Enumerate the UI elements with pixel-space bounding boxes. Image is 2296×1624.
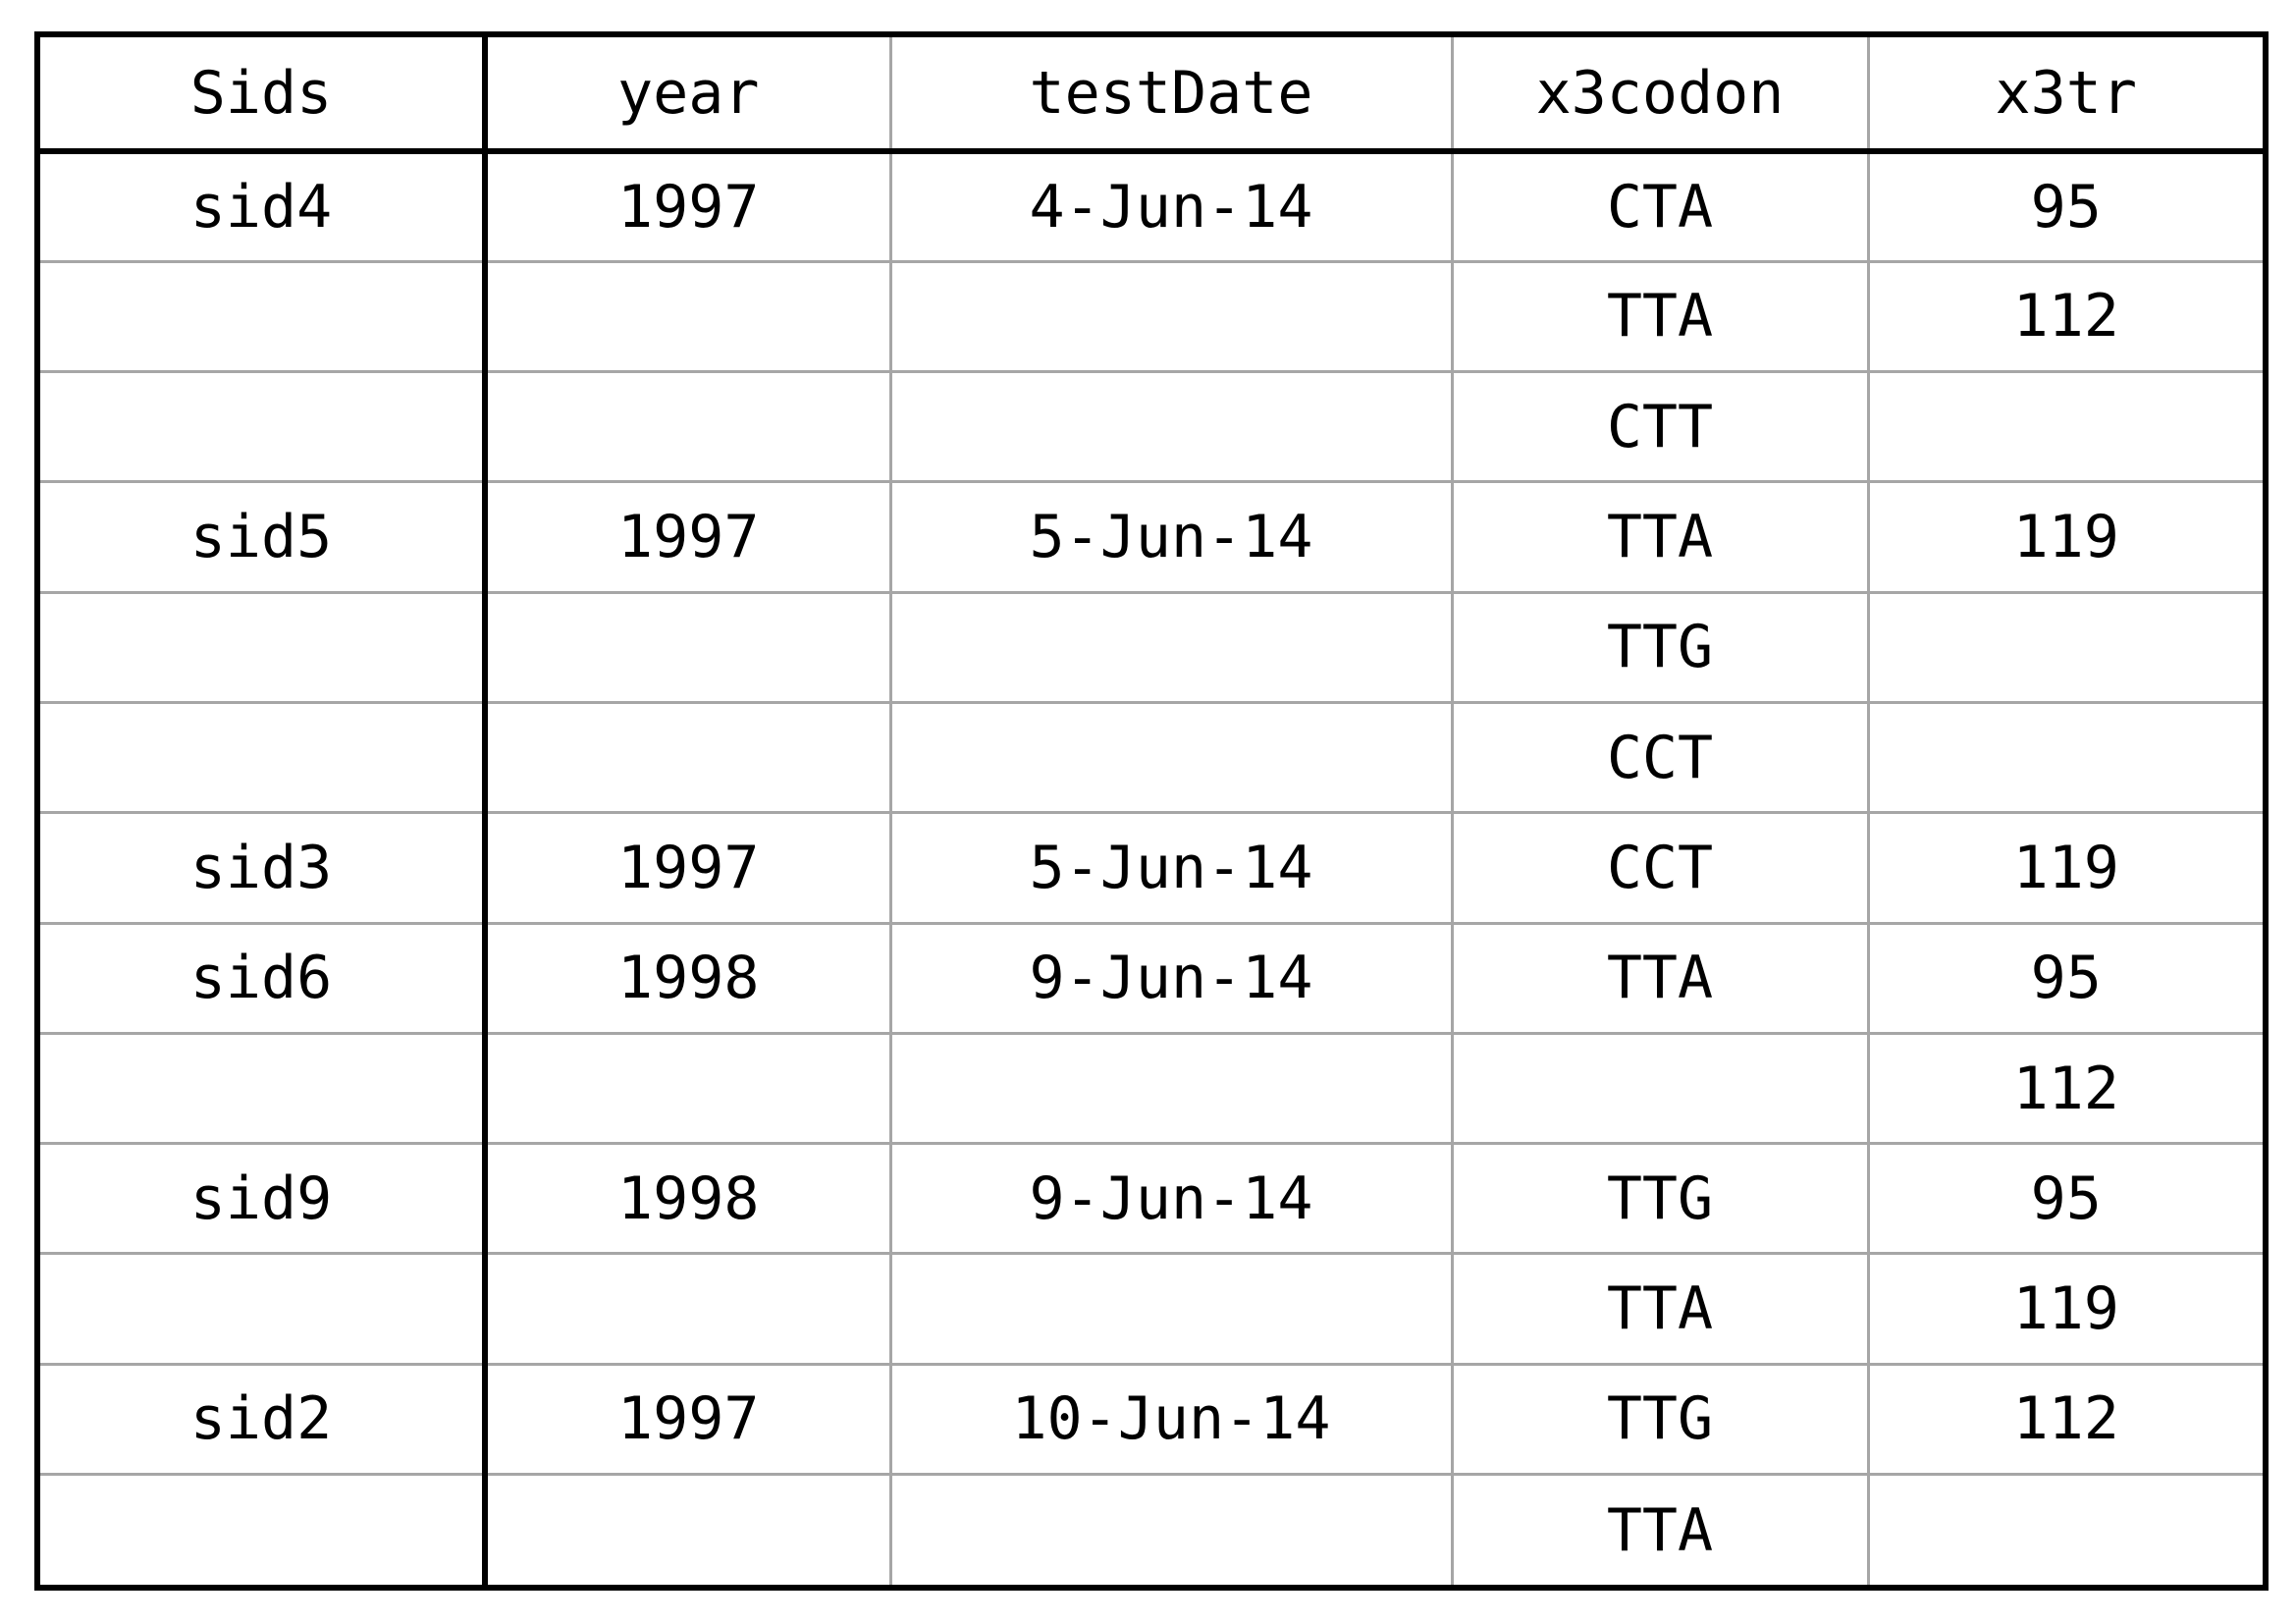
cell-x3tr: 119 xyxy=(1868,1252,2263,1365)
cell-year xyxy=(485,1252,892,1365)
cell-sids xyxy=(40,1031,488,1144)
cell-x3codon: CCT xyxy=(1452,700,1870,813)
cell-x3codon: CCT xyxy=(1452,811,1870,924)
column-header-testdate: testDate xyxy=(890,37,1454,154)
cell-year xyxy=(485,259,892,372)
cell-x3tr xyxy=(1868,590,2263,703)
cell-sids xyxy=(40,590,488,703)
cell-testdate: 5-Jun-14 xyxy=(890,811,1454,924)
cell-x3tr xyxy=(1868,1473,2263,1585)
cell-testdate xyxy=(890,259,1454,372)
cell-sids: sid9 xyxy=(40,1142,488,1254)
cell-x3codon: CTA xyxy=(1452,151,1870,262)
table-body: sid4 1997 4-Jun-14 CTA 95 TTA 112 CTT xyxy=(40,151,2263,1585)
cell-year xyxy=(485,590,892,703)
cell-sids: sid6 xyxy=(40,921,488,1034)
cell-sids: sid3 xyxy=(40,811,488,924)
cell-x3codon xyxy=(1452,1031,1870,1144)
cell-x3codon: TTG xyxy=(1452,1142,1870,1254)
cell-year xyxy=(485,370,892,482)
cell-x3tr: 119 xyxy=(1868,811,2263,924)
column-header-x3tr: x3tr xyxy=(1868,37,2263,154)
table-row: CTT xyxy=(40,370,2263,482)
cell-testdate: 4-Jun-14 xyxy=(890,151,1454,262)
column-header-year: year xyxy=(485,37,892,154)
data-table-container: Sids year testDate x3codon x3tr sid4 199… xyxy=(34,31,2269,1591)
cell-testdate: 5-Jun-14 xyxy=(890,480,1454,593)
cell-sids xyxy=(40,259,488,372)
cell-year: 1997 xyxy=(485,811,892,924)
cell-year: 1997 xyxy=(485,151,892,262)
cell-x3tr xyxy=(1868,370,2263,482)
cell-x3tr: 112 xyxy=(1868,1362,2263,1475)
cell-testdate: 10-Jun-14 xyxy=(890,1362,1454,1475)
cell-testdate xyxy=(890,1031,1454,1144)
cell-x3codon: TTA xyxy=(1452,1252,1870,1365)
cell-year xyxy=(485,1473,892,1585)
cell-year: 1998 xyxy=(485,1142,892,1254)
cell-testdate xyxy=(890,1473,1454,1585)
cell-x3codon: TTA xyxy=(1452,259,1870,372)
cell-year xyxy=(485,1031,892,1144)
cell-sids xyxy=(40,370,488,482)
table-row: sid3 1997 5-Jun-14 CCT 119 xyxy=(40,811,2263,924)
table-row: TTG xyxy=(40,590,2263,703)
cell-x3codon: CTT xyxy=(1452,370,1870,482)
header-row: Sids year testDate x3codon x3tr xyxy=(40,37,2263,154)
data-table: Sids year testDate x3codon x3tr sid4 199… xyxy=(40,37,2263,1585)
table-row: TTA 119 xyxy=(40,1252,2263,1365)
table-row: CCT xyxy=(40,700,2263,813)
cell-year: 1997 xyxy=(485,1362,892,1475)
table-row: sid2 1997 10-Jun-14 TTG 112 xyxy=(40,1362,2263,1475)
cell-x3tr: 95 xyxy=(1868,1142,2263,1254)
cell-x3codon: TTG xyxy=(1452,1362,1870,1475)
table-row: sid4 1997 4-Jun-14 CTA 95 xyxy=(40,151,2263,262)
table-row: TTA 112 xyxy=(40,259,2263,372)
cell-testdate xyxy=(890,370,1454,482)
cell-x3tr: 95 xyxy=(2030,172,2102,242)
cell-testdate xyxy=(890,590,1454,703)
column-header-sids: Sids xyxy=(40,37,488,154)
column-header-x3codon: x3codon xyxy=(1452,37,1870,154)
cell-testdate xyxy=(890,700,1454,813)
table-header: Sids year testDate x3codon x3tr xyxy=(40,37,2263,154)
cell-sids: sid2 xyxy=(40,1362,488,1475)
cell-year: 1997 xyxy=(485,480,892,593)
cell-x3codon: TTA xyxy=(1452,1473,1870,1585)
cell-x3codon: TTA xyxy=(1452,480,1870,593)
cell-x3tr: 95 xyxy=(1868,921,2263,1034)
cell-x3tr: 119 xyxy=(1868,480,2263,593)
table-row: sid5 1997 5-Jun-14 TTA 119 xyxy=(40,480,2263,593)
cell-sids: sid5 xyxy=(40,480,488,593)
cell-year xyxy=(485,700,892,813)
cell-x3tr: 112 xyxy=(1868,259,2263,372)
cell-sids: sid4 xyxy=(40,151,488,262)
table-row: sid6 1998 9-Jun-14 TTA 95 xyxy=(40,921,2263,1034)
table-row: sid9 1998 9-Jun-14 TTG 95 xyxy=(40,1142,2263,1254)
cell-x3tr: 112 xyxy=(1868,1031,2263,1144)
table-row: 112 xyxy=(40,1031,2263,1144)
cell-sids xyxy=(40,1473,488,1585)
cell-x3codon: TTG xyxy=(1452,590,1870,703)
cell-testdate xyxy=(890,1252,1454,1365)
cell-year: 1998 xyxy=(485,921,892,1034)
cell-x3tr xyxy=(1868,700,2263,813)
cell-sids xyxy=(40,700,488,813)
table-row: TTA xyxy=(40,1473,2263,1585)
cell-sids xyxy=(40,1252,488,1365)
cell-testdate: 9-Jun-14 xyxy=(890,1142,1454,1254)
cell-x3codon: TTA xyxy=(1452,921,1870,1034)
cell-testdate: 9-Jun-14 xyxy=(890,921,1454,1034)
